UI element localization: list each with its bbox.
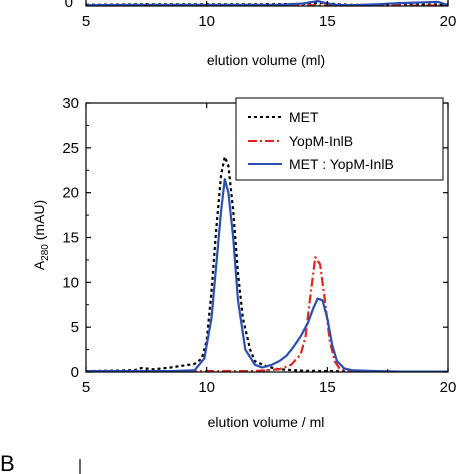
bottom-y-tick-label: 30 [62,95,79,112]
panel-letter-b: B [0,451,15,474]
top-x-axis-label: elution volume (ml) [207,52,325,68]
top-panel: 5 10 15 20 0 elution volume (ml) [65,0,457,68]
y-label-sub: 280 [40,244,51,261]
top-plot-area [85,0,449,7]
bottom-x-axis-label: elution volume / ml [208,414,325,430]
legend-box [235,97,444,181]
top-x-tick-label: 20 [440,13,457,30]
bottom-series-met [86,155,448,372]
bottom-y-tick-label: 20 [62,185,79,202]
legend: MET YopM-InlB MET : YopM-InlB [235,97,444,181]
bottom-series-yopm-inlb [86,256,448,372]
bottom-y-tick-label: 5 [71,319,79,336]
top-series-solid [86,0,448,6]
bottom-x-tick-label: 20 [440,379,457,396]
top-x-tick-label: 10 [198,13,215,30]
legend-label-met: MET [289,109,319,125]
top-x-tick-labels: 5 10 15 20 [82,13,457,30]
legend-label-complex: MET : YopM-InlB [289,156,394,172]
bottom-x-tick-label: 15 [319,379,336,396]
bottom-y-tick-labels: 0 5 10 15 20 25 30 [62,95,79,381]
y-label-main: A [31,260,47,270]
bottom-y-tick-label: 0 [71,364,79,381]
legend-label-yopm-inlb: YopM-InlB [289,133,353,149]
top-x-tick-label: 5 [82,13,90,30]
bottom-series-met-yopm-inlb [86,178,448,372]
bottom-y-axis-label: A280 (mAU) [31,200,51,270]
y-label-unit: (mAU) [31,200,47,244]
bottom-x-tick-label: 10 [198,379,215,396]
top-y-tick-label-0: 0 [65,0,73,11]
bottom-y-tick-label: 10 [62,274,79,291]
bottom-y-tick-label: 25 [62,140,79,157]
bottom-x-tick-label: 5 [82,379,90,396]
top-x-tick-label: 15 [319,13,336,30]
bottom-y-tick-label: 15 [62,230,79,247]
bottom-x-tick-labels: 5 10 15 20 [82,379,457,396]
